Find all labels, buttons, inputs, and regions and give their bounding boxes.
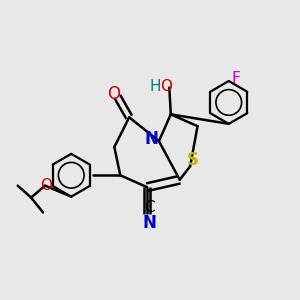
Text: N: N [142, 214, 156, 232]
Text: H: H [149, 79, 161, 94]
Text: O: O [40, 178, 52, 193]
Text: N: N [145, 130, 158, 148]
Text: S: S [187, 151, 199, 169]
Text: O: O [107, 85, 120, 103]
Text: O: O [160, 79, 172, 94]
Text: C: C [144, 200, 155, 215]
Text: F: F [232, 70, 241, 86]
